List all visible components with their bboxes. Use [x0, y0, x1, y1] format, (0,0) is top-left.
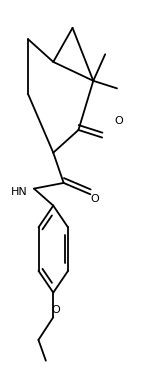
Text: O: O — [90, 194, 99, 204]
Text: HN: HN — [11, 187, 27, 197]
Text: O: O — [114, 115, 123, 125]
Text: O: O — [52, 305, 61, 315]
